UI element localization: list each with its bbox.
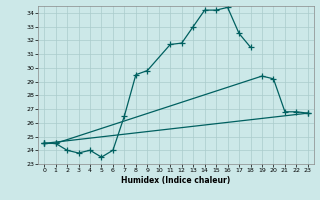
X-axis label: Humidex (Indice chaleur): Humidex (Indice chaleur) [121,176,231,185]
